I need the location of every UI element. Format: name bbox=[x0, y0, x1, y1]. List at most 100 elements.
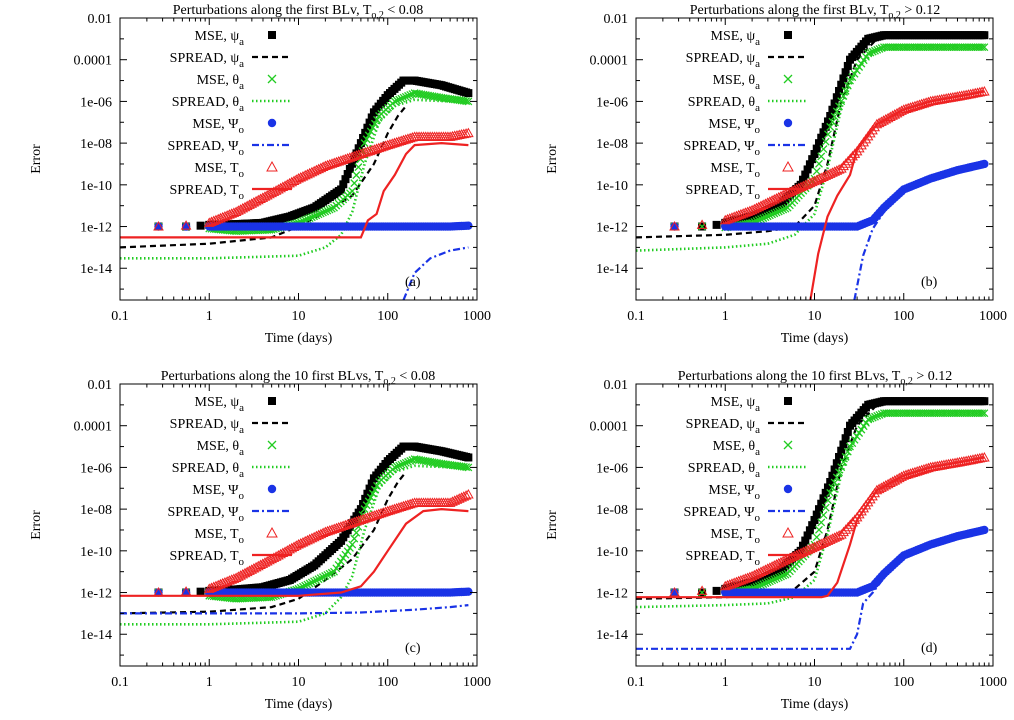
legend-entry-label: MSE, ψa bbox=[195, 395, 245, 414]
chart-title-text: Perturbations along the first BLv, T bbox=[173, 3, 372, 18]
legend-entry-name: MSE, Ψ bbox=[708, 117, 755, 132]
legend-entry-subscript: a bbox=[755, 446, 760, 458]
data-point-2-55 bbox=[323, 206, 332, 215]
data-point-6-9 bbox=[735, 574, 747, 585]
data-point-6-12 bbox=[742, 206, 753, 216]
data-point-2-74 bbox=[364, 131, 373, 140]
x-tick-label: 1 bbox=[206, 309, 213, 324]
legend-entry-name: MSE, ψ bbox=[711, 395, 756, 410]
legend-entry-subscript: a bbox=[239, 58, 244, 70]
y-tick-label: 0.01 bbox=[604, 12, 629, 27]
data-point-0-75 bbox=[365, 118, 374, 127]
y-tick-label: 1e-08 bbox=[80, 137, 112, 152]
data-point-4-0 bbox=[154, 588, 163, 597]
data-point-0-66 bbox=[345, 164, 354, 173]
legend-marker-x bbox=[783, 74, 793, 84]
data-point-6-59 bbox=[331, 156, 342, 167]
legend-entry-label: SPREAD, Ψo bbox=[167, 139, 244, 158]
data-point-6-72 bbox=[360, 147, 371, 157]
legend-entry-label: MSE, θa bbox=[197, 73, 245, 92]
legend-entry-subscript: a bbox=[239, 402, 244, 414]
data-point-6-0 bbox=[669, 221, 680, 231]
data-point-2-62 bbox=[339, 554, 348, 563]
data-point-6-55 bbox=[322, 159, 333, 170]
y-tick-label: 1e-10 bbox=[80, 179, 112, 194]
y-axis-label: Error bbox=[29, 144, 44, 174]
data-point-2-69 bbox=[871, 46, 879, 55]
data-point-2-89 bbox=[397, 460, 406, 469]
data-point-0-39 bbox=[801, 170, 810, 179]
legend-entry-subscript: o bbox=[755, 124, 761, 136]
y-tick-label: 1e-12 bbox=[596, 221, 628, 236]
data-point-2-46 bbox=[303, 215, 312, 224]
series-line-3 bbox=[636, 411, 985, 609]
legend-entry-name: MSE, θ bbox=[197, 439, 240, 454]
data-point-0-50 bbox=[826, 477, 835, 486]
data-point-2-74 bbox=[364, 497, 373, 506]
legend-marker-square bbox=[268, 397, 276, 405]
data-point-6-92 bbox=[404, 132, 416, 143]
data-point-6-82 bbox=[382, 139, 394, 150]
data-point-6-5 bbox=[210, 580, 222, 591]
data-point-0-74 bbox=[363, 123, 372, 132]
y-tick-label: 0.0001 bbox=[590, 420, 629, 435]
data-point-2-55 bbox=[839, 458, 848, 466]
data-point-6-8 bbox=[733, 209, 745, 220]
data-point-0-39 bbox=[801, 536, 810, 545]
data-point-2-59 bbox=[848, 439, 857, 448]
data-point-2-23 bbox=[768, 210, 777, 219]
data-point-2-64 bbox=[343, 547, 352, 556]
data-point-0-51 bbox=[828, 471, 837, 480]
y-tick-label: 1e-14 bbox=[80, 262, 112, 277]
data-point-6-61 bbox=[335, 155, 347, 165]
data-point-2-52 bbox=[316, 209, 325, 218]
data-point-6-54 bbox=[320, 160, 331, 170]
legend-entry-subscript: o bbox=[239, 512, 245, 524]
data-point-2-29 bbox=[781, 570, 790, 579]
data-point-6-64 bbox=[342, 518, 353, 529]
series-line-5 bbox=[853, 162, 985, 300]
data-point-6-80 bbox=[377, 507, 389, 517]
data-point-2-59 bbox=[332, 564, 341, 573]
legend-entry-label: SPREAD, ψa bbox=[686, 51, 760, 70]
data-point-6-61 bbox=[335, 521, 347, 531]
y-tick-label: 0.0001 bbox=[590, 54, 629, 69]
data-point-2-66 bbox=[864, 49, 873, 58]
legend-entry-name: MSE, θ bbox=[713, 73, 756, 88]
legend-entry-subscript: o bbox=[239, 146, 245, 158]
data-point-0-51 bbox=[828, 105, 837, 114]
x-tick-label: 100 bbox=[377, 675, 398, 690]
y-tick-label: 0.01 bbox=[88, 378, 113, 393]
data-point-6-52 bbox=[831, 531, 843, 541]
data-point-2-49 bbox=[826, 488, 835, 497]
data-point-0-120 bbox=[980, 31, 989, 40]
data-point-6-85 bbox=[389, 137, 400, 148]
data-point-2-69 bbox=[871, 412, 879, 421]
legend-marker-square bbox=[784, 31, 792, 39]
data-point-0-67 bbox=[348, 159, 357, 168]
y-tick-label: 1e-06 bbox=[80, 461, 112, 476]
data-point-2-73 bbox=[362, 135, 371, 144]
legend-entry-name: SPREAD, T bbox=[686, 183, 755, 198]
data-point-6-6 bbox=[212, 213, 224, 224]
data-point-6-11 bbox=[740, 207, 751, 217]
data-point-6-2 bbox=[719, 214, 731, 225]
data-point-0-41 bbox=[805, 160, 814, 169]
data-point-6-77 bbox=[371, 509, 382, 519]
data-point-6-1 bbox=[696, 585, 708, 595]
data-point-0-71 bbox=[356, 139, 365, 148]
data-point-2-58 bbox=[846, 442, 854, 451]
data-point-6-56 bbox=[840, 524, 852, 534]
data-point-2-72 bbox=[360, 505, 369, 514]
y-tick-label: 0.0001 bbox=[74, 420, 113, 435]
data-point-2-75 bbox=[366, 127, 375, 136]
y-axis-label: Error bbox=[545, 510, 560, 540]
series-line-7 bbox=[120, 507, 469, 597]
data-point-2-92 bbox=[404, 91, 412, 100]
data-point-0-38 bbox=[798, 541, 807, 550]
data-point-2-86 bbox=[390, 97, 399, 106]
data-point-2-59 bbox=[848, 73, 857, 82]
data-point-2-47 bbox=[821, 503, 830, 512]
data-point-0-46 bbox=[817, 133, 826, 142]
